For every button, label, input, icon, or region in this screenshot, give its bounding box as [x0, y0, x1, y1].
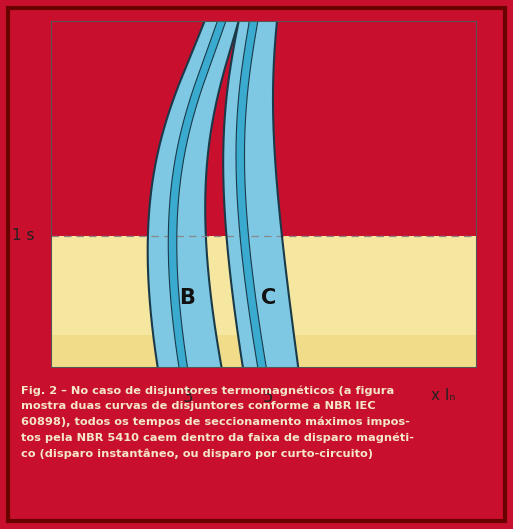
Text: B: B — [180, 288, 195, 308]
Polygon shape — [223, 21, 298, 368]
Text: 1 s: 1 s — [12, 229, 34, 243]
Text: 5: 5 — [263, 388, 274, 406]
Polygon shape — [236, 21, 266, 368]
Bar — [51, 236, 477, 368]
Polygon shape — [168, 21, 226, 368]
Polygon shape — [148, 21, 239, 368]
Text: x Iₙ: x Iₙ — [431, 388, 455, 404]
Text: Fig. 2 – No caso de disjuntores termomagnéticos (a figura
mostra duas curvas de : Fig. 2 – No caso de disjuntores termomag… — [21, 385, 413, 459]
Text: 3: 3 — [182, 388, 193, 406]
Bar — [51, 335, 477, 368]
Text: C: C — [261, 288, 276, 308]
